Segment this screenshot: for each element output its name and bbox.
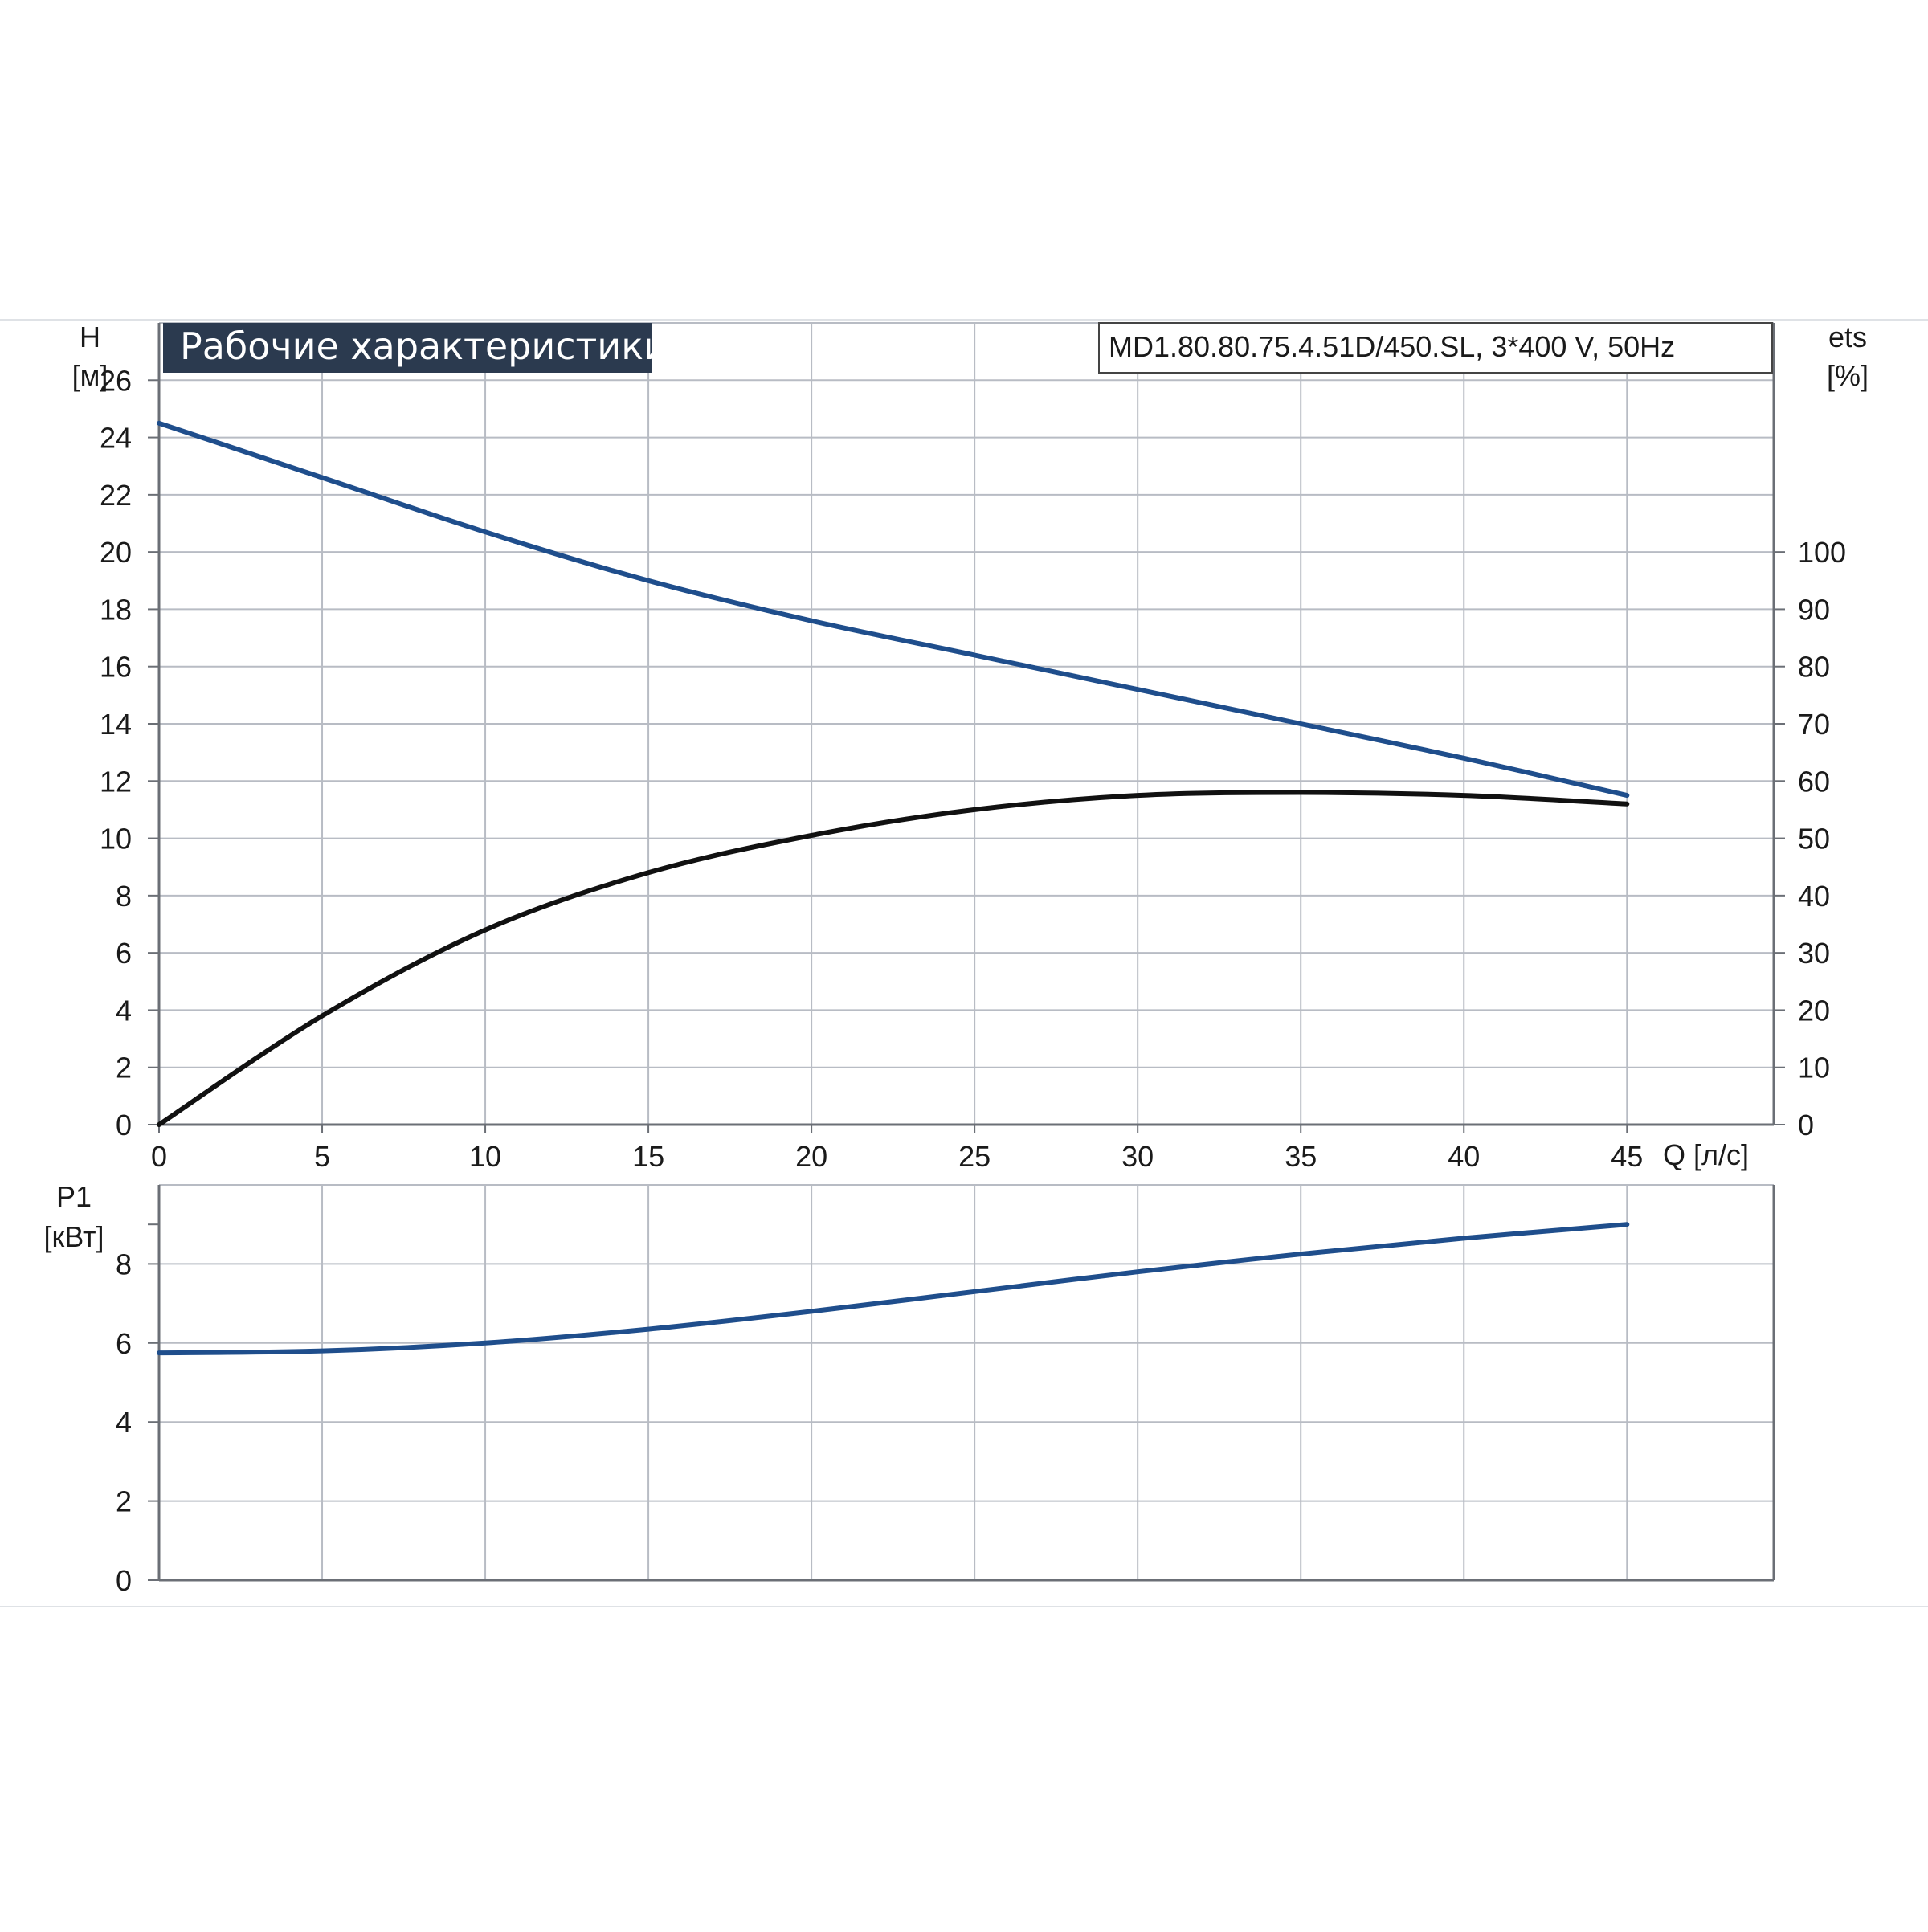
efficiency-tick-label: 50 xyxy=(1798,823,1830,856)
efficiency-tick-label: 30 xyxy=(1798,937,1830,970)
model-box xyxy=(1098,322,1773,374)
efficiency-tick-label: 90 xyxy=(1798,593,1830,626)
flow-tick-label: 40 xyxy=(1448,1140,1480,1173)
efficiency-tick-label: 80 xyxy=(1798,651,1830,684)
efficiency-tick-label: 70 xyxy=(1798,708,1830,741)
flow-tick-label: 45 xyxy=(1611,1140,1643,1173)
top-chart-grid xyxy=(158,322,1774,1125)
title-box xyxy=(163,323,652,373)
head-tick-label: 24 xyxy=(100,422,132,455)
head-tick-label: 20 xyxy=(100,536,132,569)
head-tick-label: 0 xyxy=(116,1109,132,1142)
head-tick-label: 6 xyxy=(116,937,132,970)
head-tick-label: 16 xyxy=(100,651,132,684)
flow-tick-label: 20 xyxy=(795,1140,827,1173)
efficiency-tick-label: 0 xyxy=(1798,1109,1814,1142)
head-curve xyxy=(157,420,1630,799)
head-axis-title: H xyxy=(80,321,100,353)
flow-tick-label: 30 xyxy=(1121,1140,1154,1173)
head-tick-label: 22 xyxy=(100,479,132,512)
power-axis-unit: [кВт] xyxy=(43,1220,104,1253)
efficiency-tick-label: 10 xyxy=(1798,1052,1830,1084)
power-tick-label: 2 xyxy=(116,1485,132,1518)
top-chart-axes: 0246810121416182022242601020304050607080… xyxy=(100,323,1846,1173)
efficiency-curve xyxy=(157,790,1630,1127)
top-chart-series xyxy=(157,420,1630,1127)
flow-tick-label: 15 xyxy=(632,1140,664,1173)
head-axis-unit: [м] xyxy=(72,359,108,392)
flow-tick-label: 35 xyxy=(1285,1140,1317,1173)
power-chart-grid xyxy=(158,1184,1774,1581)
efficiency-axis-title: ets xyxy=(1828,321,1867,353)
power-axis-title: P1 xyxy=(56,1180,92,1213)
power-tick-label: 0 xyxy=(116,1564,132,1597)
head-tick-label: 12 xyxy=(100,765,132,798)
head-tick-label: 4 xyxy=(116,994,132,1027)
power-tick-label: 6 xyxy=(116,1327,132,1360)
flow-axis-label: Q [л/с] xyxy=(1663,1138,1749,1171)
power-curve xyxy=(157,1222,1630,1356)
efficiency-axis-unit: [%] xyxy=(1827,359,1869,392)
flow-tick-label: 25 xyxy=(958,1140,991,1173)
flow-tick-label: 5 xyxy=(314,1140,330,1173)
efficiency-tick-label: 100 xyxy=(1798,536,1846,569)
power-tick-label: 8 xyxy=(116,1248,132,1281)
head-tick-label: 18 xyxy=(100,593,132,626)
head-tick-label: 26 xyxy=(100,364,132,397)
efficiency-tick-label: 60 xyxy=(1798,765,1830,798)
head-tick-label: 14 xyxy=(100,708,132,741)
power-chart-axes: 0 2 4 6 8 xyxy=(116,1185,1775,1597)
flow-tick-label: 10 xyxy=(469,1140,501,1173)
efficiency-tick-label: 20 xyxy=(1798,994,1830,1027)
efficiency-tick-label: 40 xyxy=(1798,880,1830,913)
head-tick-label: 8 xyxy=(116,880,132,913)
head-tick-label: 2 xyxy=(116,1052,132,1084)
head-tick-label: 10 xyxy=(100,823,132,856)
power-chart-series xyxy=(157,1222,1630,1356)
model-label: MD1.80.80.75.4.51D/450.SL, 3*400 V, 50Hz xyxy=(1109,330,1675,363)
chart-title: Рабочие характеристики xyxy=(180,325,668,368)
power-tick-label: 4 xyxy=(116,1406,132,1439)
flow-tick-label: 0 xyxy=(151,1140,167,1173)
